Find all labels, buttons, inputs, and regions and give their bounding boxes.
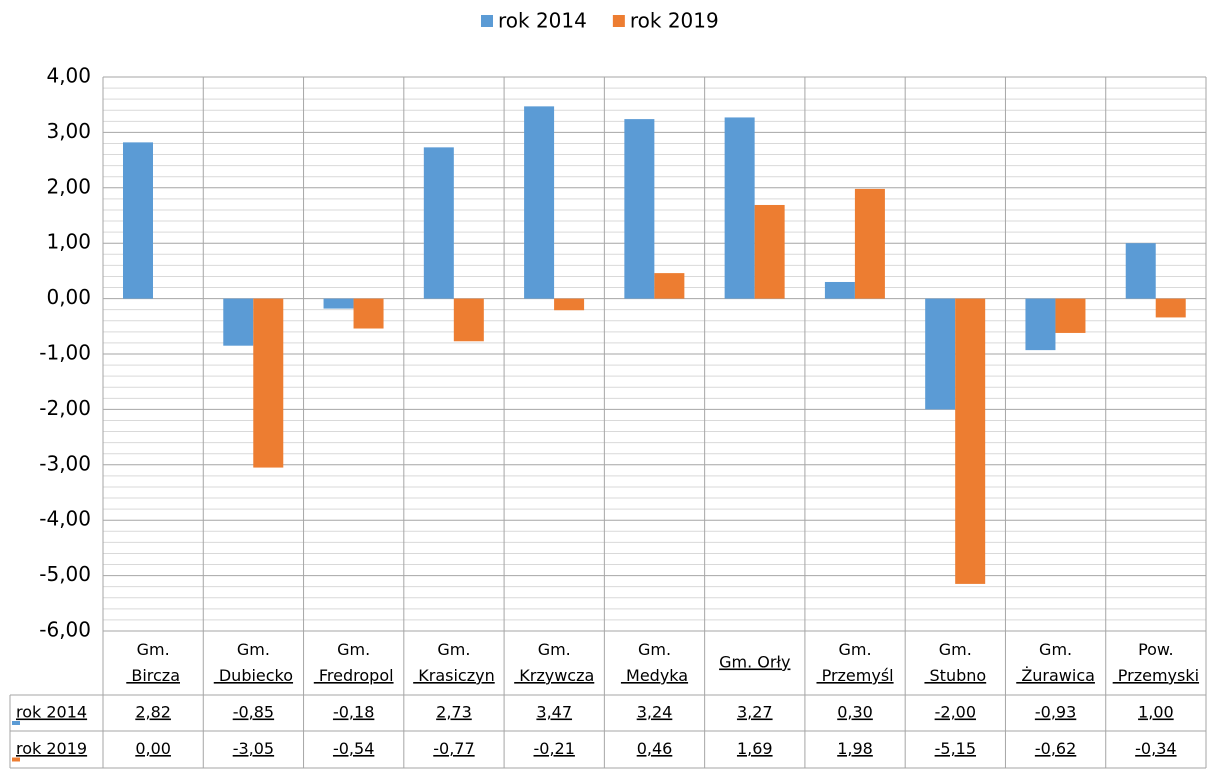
bar bbox=[353, 298, 384, 329]
bar bbox=[654, 273, 685, 299]
bar bbox=[754, 204, 785, 299]
y-tick-label: 0,00 bbox=[46, 285, 91, 309]
table-row-header: rok 2019 bbox=[16, 739, 87, 758]
bar bbox=[624, 119, 655, 299]
bar bbox=[554, 298, 585, 311]
table-cell: 2,73 bbox=[436, 703, 472, 722]
bar bbox=[323, 298, 354, 309]
table-cell: -0,62 bbox=[1035, 739, 1076, 758]
bar bbox=[423, 147, 454, 299]
y-tick-label: 4,00 bbox=[46, 64, 91, 88]
bar bbox=[854, 188, 885, 299]
bar bbox=[955, 298, 986, 584]
table-cell: -0,21 bbox=[534, 739, 575, 758]
table-cell: -5,15 bbox=[935, 739, 976, 758]
bar bbox=[1025, 298, 1056, 351]
bar bbox=[453, 298, 484, 342]
y-tick-label: 3,00 bbox=[46, 119, 91, 143]
bar bbox=[524, 106, 555, 299]
legend-label: rok 2019 bbox=[630, 9, 719, 33]
table-row-header: rok 2014 bbox=[16, 703, 87, 722]
table-cell: -0,34 bbox=[1135, 739, 1176, 758]
bar bbox=[1055, 298, 1086, 333]
table-cell: 3,24 bbox=[637, 703, 673, 722]
category-label: Gm. Dubiecko bbox=[214, 640, 293, 685]
bar bbox=[1155, 298, 1186, 318]
bar bbox=[223, 298, 254, 346]
legend-swatch bbox=[612, 15, 625, 27]
table-cell: 3,47 bbox=[536, 703, 572, 722]
table-cell: 0,30 bbox=[837, 703, 873, 722]
y-tick-label: -2,00 bbox=[39, 396, 91, 420]
table-cell: 3,27 bbox=[737, 703, 773, 722]
y-tick-label: -4,00 bbox=[39, 507, 91, 531]
table-cell: 0,46 bbox=[637, 739, 673, 758]
category-label: Gm. Bircza bbox=[126, 640, 180, 685]
table-cell: -3,05 bbox=[233, 739, 274, 758]
legend-key bbox=[12, 721, 20, 725]
legend-label: rok 2014 bbox=[498, 9, 587, 33]
y-tick-label: 2,00 bbox=[46, 174, 91, 198]
table-cell: 0,00 bbox=[135, 739, 171, 758]
bar bbox=[253, 298, 284, 468]
table-cell: 1,98 bbox=[837, 739, 873, 758]
table-cell: -0,93 bbox=[1035, 703, 1076, 722]
legend-swatch bbox=[481, 15, 493, 27]
table-cell: -0,54 bbox=[333, 739, 374, 758]
table-cell: 2,82 bbox=[135, 703, 171, 722]
category-label: Gm. Krzywcza bbox=[514, 640, 594, 685]
category-label: Gm. Orły bbox=[719, 653, 790, 672]
y-tick-label: -5,00 bbox=[39, 562, 91, 586]
category-label: Gm. Krasiczyn bbox=[413, 640, 495, 685]
y-tick-label: 1,00 bbox=[46, 230, 91, 254]
y-tick-label: -1,00 bbox=[39, 341, 91, 365]
y-tick-label: -3,00 bbox=[39, 451, 91, 475]
bar bbox=[724, 117, 755, 299]
category-label: Pow. Przemyski bbox=[1113, 640, 1199, 685]
bar bbox=[824, 281, 855, 299]
table-cell: -0,85 bbox=[233, 703, 274, 722]
category-label: Gm. Fredropol bbox=[314, 640, 394, 685]
y-tick-label: -6,00 bbox=[39, 618, 91, 642]
bar bbox=[925, 298, 956, 410]
table-cell: 1,69 bbox=[737, 739, 773, 758]
table-cell: -2,00 bbox=[935, 703, 976, 722]
table-cell: -0,77 bbox=[433, 739, 474, 758]
bar bbox=[1125, 243, 1156, 299]
table-cell: 1,00 bbox=[1138, 703, 1174, 722]
table-cell: -0,18 bbox=[333, 703, 374, 722]
category-label: Gm. Przemyśl bbox=[816, 640, 893, 685]
category-label: Gm. Stubno bbox=[924, 640, 986, 685]
legend-key bbox=[12, 757, 20, 762]
bar bbox=[123, 142, 153, 299]
category-label: Gm. Medyka bbox=[621, 640, 688, 685]
category-label: Gm. Żurawica bbox=[1016, 640, 1095, 685]
